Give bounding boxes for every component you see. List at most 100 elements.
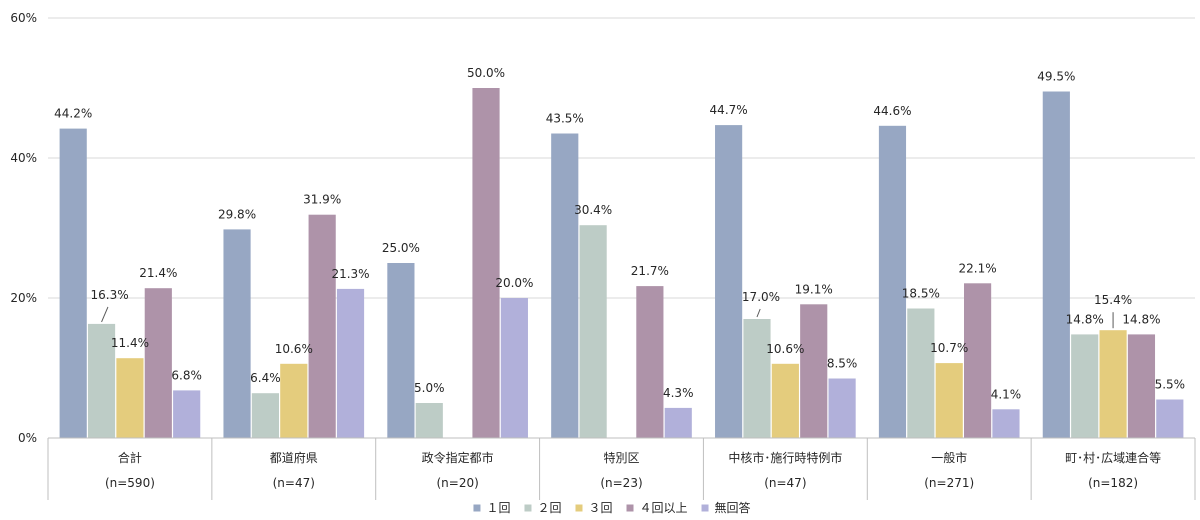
data-label: 4.3%	[663, 386, 694, 400]
bar	[223, 229, 251, 438]
bar	[664, 407, 692, 438]
bar	[144, 288, 172, 438]
bar	[1156, 399, 1184, 438]
data-label: 25.0%	[382, 241, 420, 255]
legend-item: ２回	[524, 501, 561, 515]
legend-label: １回	[486, 501, 510, 515]
bar	[878, 125, 907, 439]
legend-swatch	[575, 504, 583, 512]
data-label: 17.0%	[742, 290, 780, 304]
bar	[800, 304, 828, 438]
data-label: 4.1%	[991, 387, 1022, 401]
y-tick-label: 20%	[10, 291, 37, 305]
bar	[173, 390, 201, 438]
category-label: 中核市･施行時特例市	[728, 450, 842, 465]
legend-swatch	[626, 504, 634, 512]
data-label: 21.7%	[631, 264, 669, 278]
bar	[280, 363, 308, 438]
bar	[336, 288, 365, 438]
bar	[907, 308, 935, 438]
data-label: 10.6%	[275, 342, 313, 356]
category-sample-size: (n=47)	[764, 476, 806, 490]
bar	[116, 358, 144, 438]
category-sample-size: (n=20)	[436, 476, 478, 490]
data-label: 44.2%	[54, 107, 92, 121]
data-label: 22.1%	[959, 261, 997, 275]
data-label: 5.5%	[1155, 378, 1186, 392]
bar	[743, 319, 771, 438]
legend-label: ３回	[588, 501, 612, 515]
data-label: 15.4%	[1094, 293, 1132, 307]
bar	[579, 225, 607, 438]
data-label: 14.8%	[1066, 312, 1104, 326]
category-sample-size: (n=182)	[1088, 476, 1138, 490]
data-label: 16.3%	[90, 288, 128, 302]
data-label: 50.0%	[467, 66, 505, 80]
bar	[1071, 334, 1099, 438]
legend-label: ２回	[537, 501, 561, 515]
legend-swatch	[473, 504, 481, 512]
category-label: 政令指定都市	[422, 450, 494, 465]
category-axis: 合計 (n=590) 都道府県 (n=47) 政令指定都市 (n=20) 特別区 (n=23)…	[47, 437, 1196, 500]
legend-item: ３回	[575, 501, 613, 515]
data-label: 44.6%	[873, 104, 911, 118]
y-tick-label: 60%	[10, 11, 37, 25]
legend: １回 ２回 ３回 ４回以上 無回答	[473, 500, 751, 515]
bar	[87, 323, 116, 438]
category-sample-size: (n=271)	[924, 476, 974, 490]
category-sample-size: (n=47)	[273, 476, 315, 490]
bar	[1042, 91, 1070, 438]
bar	[251, 393, 279, 438]
legend-label: ４回以上	[640, 501, 688, 515]
data-label: 44.7%	[710, 103, 748, 117]
data-label: 21.4%	[139, 266, 177, 280]
bar	[387, 263, 415, 438]
bar	[964, 283, 992, 438]
y-tick-label: 0%	[18, 431, 37, 445]
data-label: 20.0%	[495, 276, 533, 290]
data-label: 10.6%	[766, 342, 804, 356]
bar	[59, 128, 87, 438]
leader-line	[101, 306, 109, 323]
category-sample-size: (n=590)	[105, 476, 155, 490]
data-label: 6.8%	[171, 368, 202, 382]
bar	[992, 409, 1020, 438]
data-label: 11.4%	[111, 336, 149, 350]
bar	[500, 298, 528, 438]
data-label: 21.3%	[331, 267, 369, 281]
data-label: 6.4%	[250, 371, 281, 385]
y-axis: 0% 20% 40% 60%	[10, 11, 37, 445]
bar	[1099, 330, 1127, 438]
data-label: 49.5%	[1037, 70, 1075, 84]
leader-line	[756, 308, 761, 318]
legend-item: １回	[473, 501, 510, 515]
legend-item: 無回答	[701, 500, 751, 515]
data-label: 5.0%	[414, 381, 445, 395]
legend-swatch	[524, 504, 532, 512]
bar	[715, 125, 743, 438]
data-label: 14.8%	[1122, 312, 1160, 326]
category-label: 町･村･広域連合等	[1065, 450, 1161, 465]
bar	[308, 214, 336, 438]
y-tick-label: 40%	[10, 151, 37, 165]
bar	[935, 363, 963, 438]
bar	[636, 286, 664, 438]
bar	[828, 378, 856, 438]
bar	[472, 88, 500, 438]
category-label: 合計	[118, 450, 142, 465]
category-label: 一般市	[931, 450, 967, 465]
legend-item: ４回以上	[626, 501, 688, 515]
bar	[551, 133, 579, 438]
legend-label: 無回答	[715, 500, 751, 515]
gridlines	[48, 17, 1195, 299]
data-label: 29.8%	[218, 207, 256, 221]
data-label: 30.4%	[574, 203, 612, 217]
bar	[415, 403, 443, 438]
data-labels: 44.2% 29.8% 25.0% 43.5% 44.7% 44.6% 49.5% 16.3%…	[54, 66, 1185, 401]
bars	[59, 88, 1184, 439]
legend-swatch	[701, 504, 709, 512]
bar	[771, 363, 799, 438]
data-label: 43.5%	[546, 112, 584, 126]
category-label: 都道府県	[270, 450, 318, 465]
